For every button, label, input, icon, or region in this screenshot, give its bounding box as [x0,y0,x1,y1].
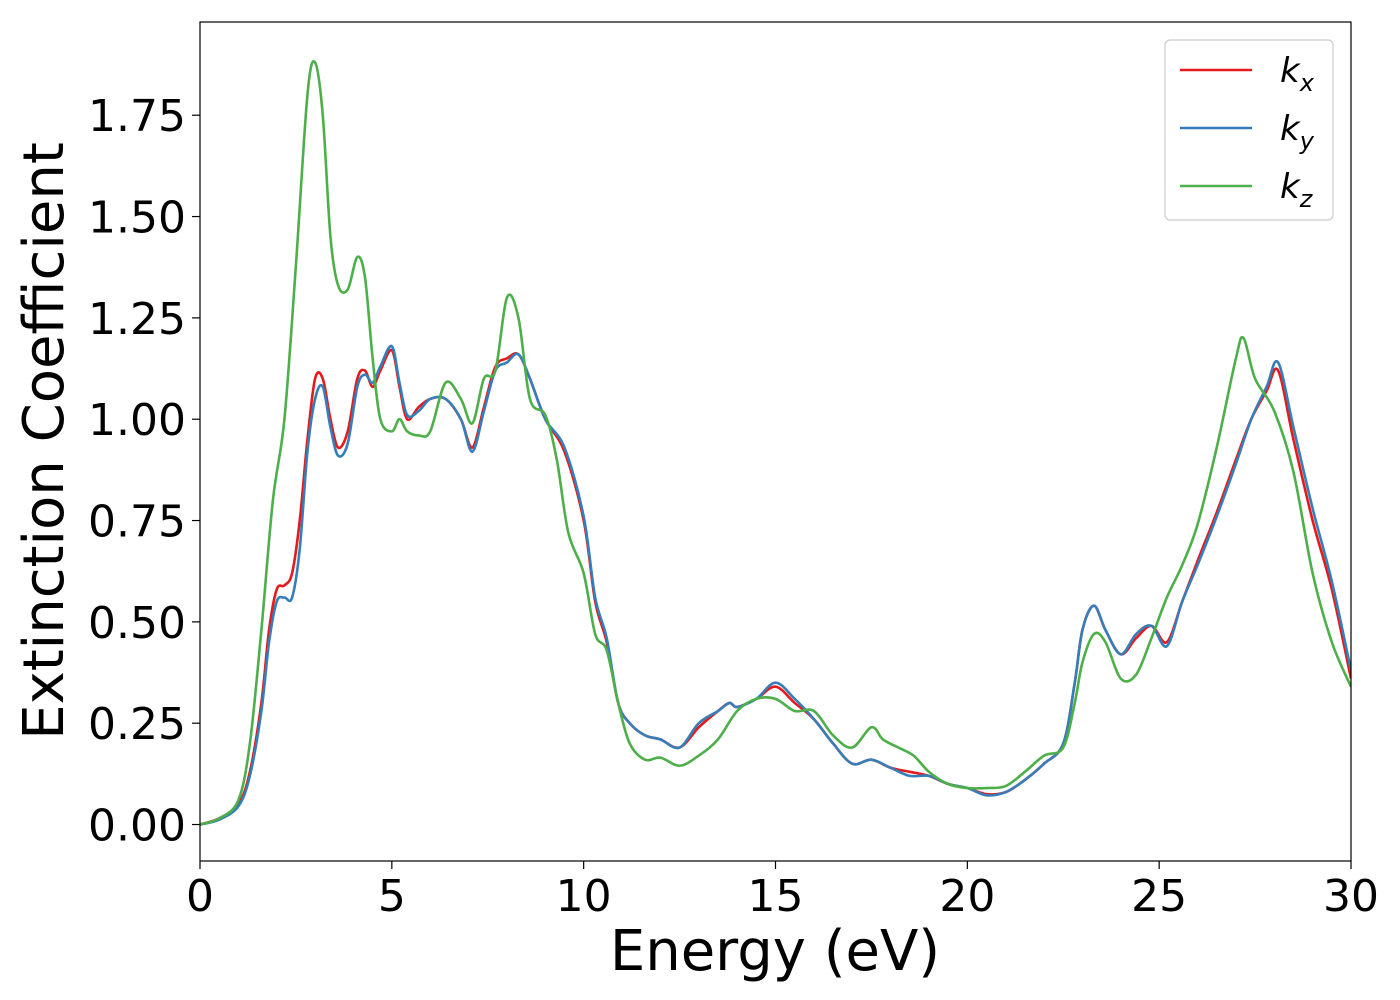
y-tick-label: 0.50 [88,598,186,649]
x-tick-label: 30 [1323,871,1379,922]
legend-label-ky: ky [1280,109,1315,155]
x-axis-ticks: 0 5 10 15 20 25 30 [186,861,1379,922]
legend: kx ky kz [1164,39,1334,221]
legend-label-kz: kz [1280,167,1314,213]
x-tick-label: 5 [378,871,406,922]
series-line-kz [200,60,1351,826]
x-tick-label: 20 [939,871,995,922]
y-tick-label: 1.50 [88,193,186,244]
series-layer [200,60,1351,826]
x-axis-label: Energy (eV) [610,919,940,984]
series-line-ky [200,344,1351,826]
y-tick-label: 1.00 [88,395,186,446]
y-tick-label: 1.75 [88,91,186,142]
legend-box [1164,39,1334,221]
x-tick-label: 0 [186,871,214,922]
y-axis-label: Extinction Coefficient [12,142,77,740]
y-tick-label: 0.00 [88,801,186,852]
x-tick-label: 10 [556,871,612,922]
x-tick-label: 25 [1131,871,1187,922]
y-tick-label: 0.75 [88,497,186,548]
y-tick-label: 1.25 [88,294,186,345]
y-tick-label: 0.25 [88,699,186,750]
legend-label-kx: kx [1280,51,1315,97]
y-axis-ticks: 0.00 0.25 0.50 0.75 1.00 1.25 1.50 1.75 [88,91,200,852]
x-tick-label: 15 [748,871,804,922]
